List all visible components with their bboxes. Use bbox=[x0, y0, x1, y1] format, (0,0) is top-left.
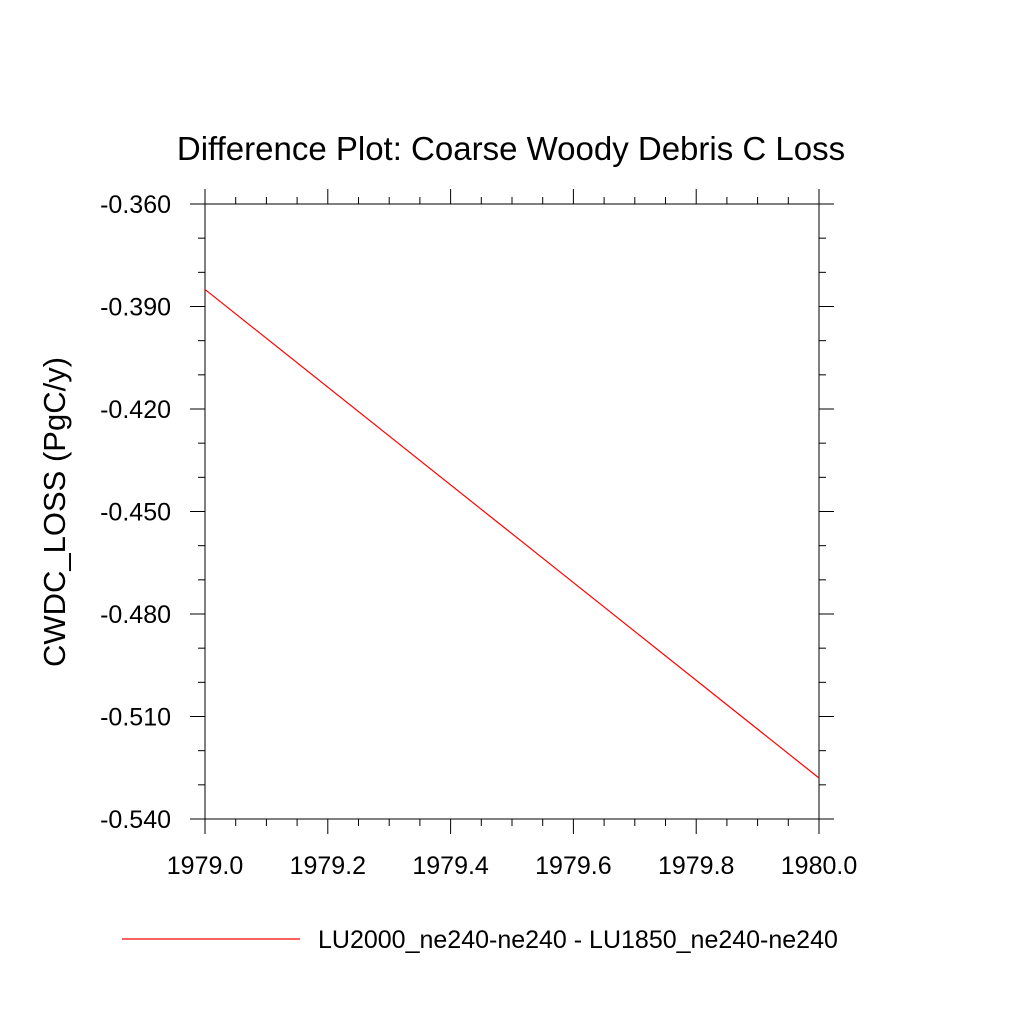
x-tick-label: 1979.0 bbox=[167, 852, 243, 880]
y-tick-label: -0.540 bbox=[100, 806, 171, 834]
y-tick-label: -0.510 bbox=[100, 704, 171, 732]
y-tick-label: -0.450 bbox=[100, 499, 171, 527]
legend-label: LU2000_ne240-ne240 - LU1850_ne240-ne240 bbox=[318, 926, 838, 954]
y-tick-label: -0.420 bbox=[100, 396, 171, 424]
x-tick-label: 1979.2 bbox=[290, 852, 366, 880]
y-axis-label: CWDC_LOSS (PgC/y) bbox=[37, 357, 72, 667]
series-line bbox=[204, 288, 820, 779]
x-tick-label: 1979.8 bbox=[658, 852, 734, 880]
x-tick-labels: 1979.0 1979.2 1979.4 1979.6 1979.8 1980.0 bbox=[167, 852, 857, 880]
y-tick-label: -0.360 bbox=[100, 191, 171, 219]
x-tick-label: 1979.4 bbox=[412, 852, 489, 880]
plot-frame bbox=[204, 203, 820, 820]
series-layer bbox=[204, 288, 820, 779]
y-tick-label: -0.390 bbox=[100, 294, 171, 322]
tick-marks bbox=[190, 189, 834, 834]
chart-title: Difference Plot: Coarse Woody Debris C L… bbox=[177, 130, 845, 167]
y-tick-label: -0.480 bbox=[100, 601, 171, 629]
x-tick-label: 1980.0 bbox=[781, 852, 857, 880]
legend: LU2000_ne240-ne240 - LU1850_ne240-ne240 bbox=[122, 926, 838, 954]
x-tick-label: 1979.6 bbox=[535, 852, 611, 880]
y-tick-labels: -0.360 -0.390 -0.420 -0.450 -0.480 -0.510 -0.5… bbox=[100, 191, 171, 834]
